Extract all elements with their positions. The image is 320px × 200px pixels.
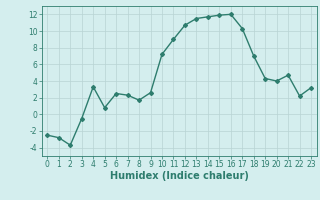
X-axis label: Humidex (Indice chaleur): Humidex (Indice chaleur) xyxy=(110,171,249,181)
